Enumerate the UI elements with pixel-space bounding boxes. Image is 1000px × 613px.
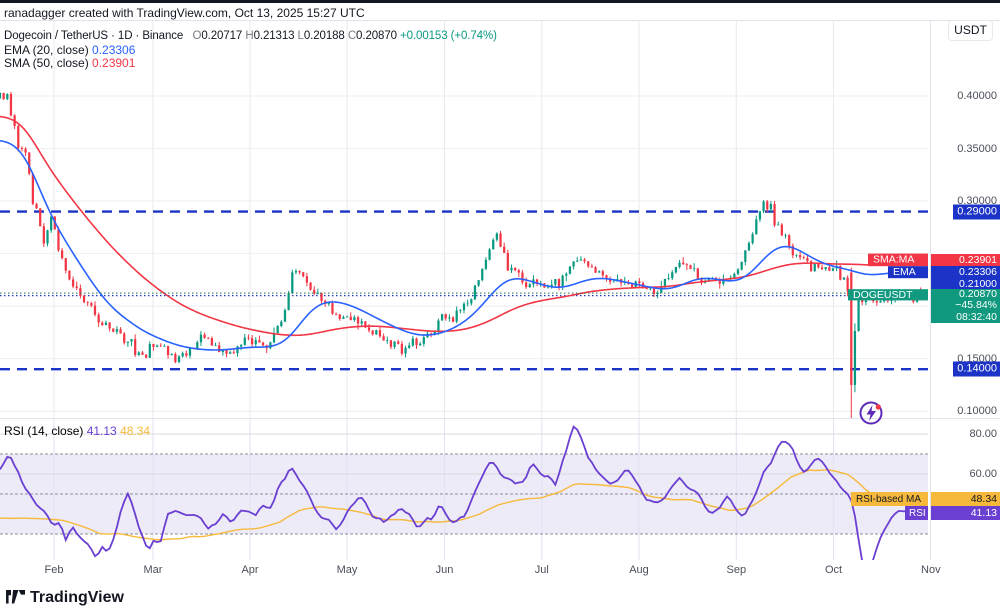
svg-text:RSI: RSI (909, 508, 926, 519)
svg-text:SMA:MA: SMA:MA (873, 254, 914, 266)
svg-text:RSI-based MA: RSI-based MA (856, 494, 921, 505)
svg-text:DOGEUSDT: DOGEUSDT (853, 289, 913, 301)
svg-text:EMA: EMA (893, 266, 916, 278)
